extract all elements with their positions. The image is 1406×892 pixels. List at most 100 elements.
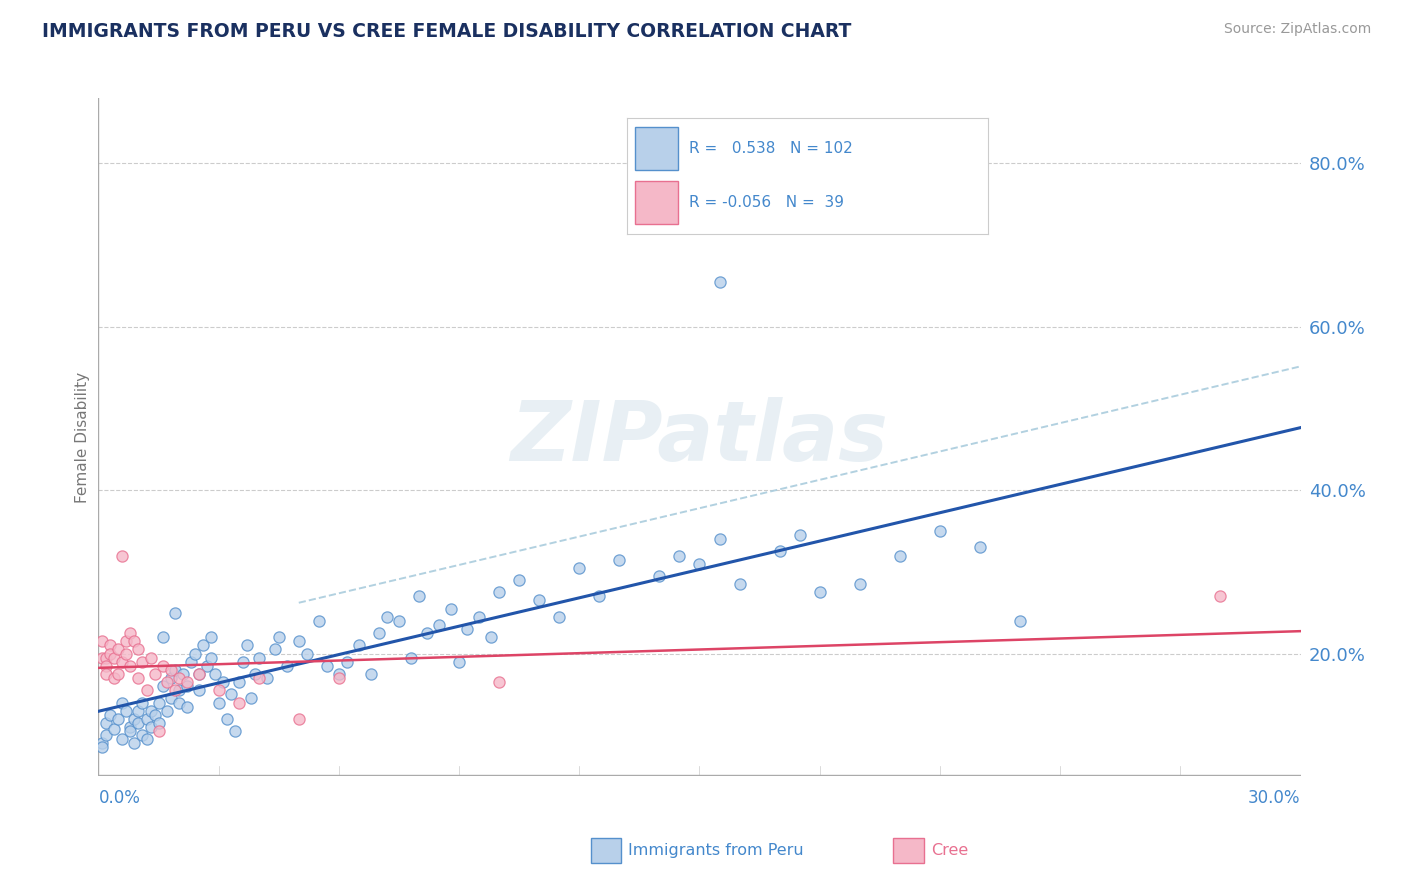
Point [103,722,125,736]
Point [849,577,872,591]
Point [889,549,911,563]
Point [139,720,162,734]
Point [120,724,142,739]
Point [91,740,114,755]
Point [488,585,510,599]
Point [609,552,631,566]
Point [929,524,952,538]
Point [100,638,122,652]
Point [159,691,181,706]
Point [224,724,246,739]
Point [315,658,337,673]
Point [256,671,278,685]
Point [111,549,134,563]
Text: 30.0%: 30.0% [1249,789,1301,807]
Point [172,667,194,681]
Point [479,630,502,644]
Point [427,618,450,632]
Text: IMMIGRANTS FROM PERU VS CREE FEMALE DISABILITY CORRELATION CHART: IMMIGRANTS FROM PERU VS CREE FEMALE DISA… [42,22,852,41]
Point [195,658,218,673]
Point [288,712,311,726]
Y-axis label: Female Disability: Female Disability [75,371,90,503]
Point [529,593,551,607]
Point [239,691,262,706]
Point [228,675,250,690]
Point [107,642,129,657]
Point [120,626,142,640]
Point [128,704,150,718]
Point [456,622,478,636]
Point [789,528,811,542]
Point [219,687,242,701]
Point [328,671,350,685]
Point [399,650,422,665]
Point [689,557,711,571]
Point [408,590,430,604]
Point [709,275,731,289]
Point [135,732,157,747]
Point [208,683,231,698]
Point [568,561,591,575]
Point [107,667,129,681]
Point [180,655,202,669]
Point [100,647,122,661]
Point [100,707,122,722]
Point [267,630,290,644]
Point [288,634,311,648]
Point [167,683,190,698]
Point [388,614,411,628]
Point [211,675,233,690]
Point [215,712,238,726]
Point [159,671,181,685]
Point [416,626,439,640]
Point [648,569,671,583]
Point [1209,590,1232,604]
Point [152,630,174,644]
Point [588,590,610,604]
Point [135,712,157,726]
Point [276,658,298,673]
Point [1010,614,1032,628]
Point [131,696,153,710]
Point [709,532,731,546]
Point [176,699,198,714]
Point [232,655,254,669]
Point [115,634,138,648]
Point [187,683,209,698]
Point [488,675,510,690]
Point [235,638,257,652]
Point [91,634,114,648]
Point [128,715,150,730]
Point [548,609,571,624]
Point [120,658,142,673]
Point [187,667,209,681]
Point [96,650,118,665]
Text: Source: ZipAtlas.com: Source: ZipAtlas.com [1223,22,1371,37]
Point [107,712,129,726]
Point [103,650,125,665]
Point [96,667,118,681]
Point [111,655,134,669]
Point [176,679,198,693]
Point [508,573,530,587]
Point [111,696,134,710]
Point [148,724,170,739]
Point [131,655,153,669]
Point [135,683,157,698]
Point [111,732,134,747]
Text: Cree: Cree [931,843,967,857]
Point [155,704,177,718]
Point [808,585,831,599]
Point [120,720,142,734]
Point [176,675,198,690]
Point [115,704,138,718]
Point [263,642,285,657]
Point [969,541,991,555]
Point [124,736,146,750]
Point [155,675,177,690]
Point [328,667,350,681]
Text: ZIPatlas: ZIPatlas [510,397,889,477]
Point [200,650,222,665]
Point [200,630,222,644]
Point [336,655,359,669]
